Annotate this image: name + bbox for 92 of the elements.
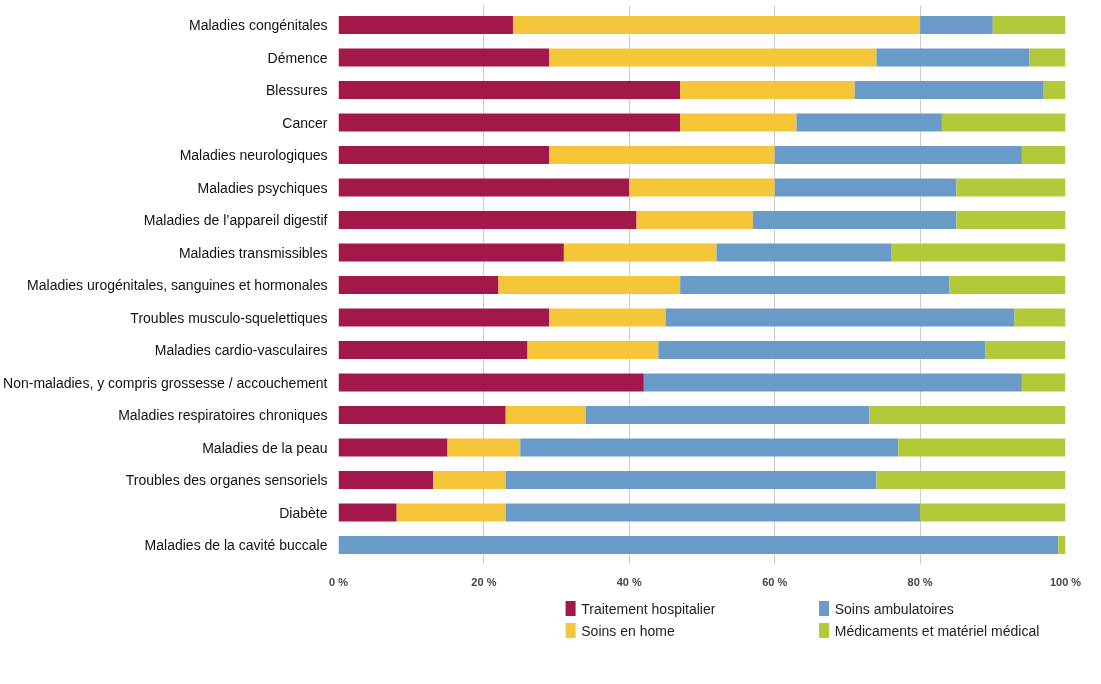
bar bbox=[563, 243, 717, 262]
legend-label: Médicaments et matériel médical bbox=[834, 622, 1040, 639]
bar bbox=[920, 503, 1066, 522]
y-tick-label: Maladies cardio-vasculaires bbox=[154, 342, 328, 358]
bar bbox=[1021, 146, 1066, 164]
bar bbox=[956, 211, 1066, 229]
bar bbox=[338, 48, 550, 67]
bar bbox=[680, 81, 855, 99]
bar bbox=[512, 16, 921, 34]
bar bbox=[680, 276, 950, 294]
y-tick-label: Maladies de l’appareil digestif bbox=[143, 212, 328, 228]
y-tick-label: Maladies psychiques bbox=[197, 179, 328, 196]
bar bbox=[774, 146, 1022, 164]
bar bbox=[338, 81, 681, 99]
bar bbox=[1058, 536, 1066, 554]
bar bbox=[338, 341, 528, 359]
bar bbox=[505, 406, 586, 424]
bar bbox=[447, 438, 521, 457]
bar bbox=[433, 471, 506, 489]
bar bbox=[549, 308, 666, 327]
bar bbox=[985, 341, 1066, 359]
bar bbox=[505, 471, 877, 489]
y-tick-label: Maladies de la peau bbox=[202, 439, 328, 456]
bar bbox=[992, 16, 1066, 34]
bar bbox=[505, 503, 921, 522]
x-tick-label: 60 % bbox=[762, 575, 788, 588]
bar bbox=[549, 146, 775, 164]
x-tick-label: 100 % bbox=[1049, 575, 1082, 588]
bar bbox=[658, 341, 986, 359]
y-tick-label: Démence bbox=[267, 49, 328, 66]
y-tick-label: Blessures bbox=[266, 82, 328, 98]
bar bbox=[869, 406, 1066, 424]
x-tick-label: 20 % bbox=[471, 575, 497, 588]
bar bbox=[338, 438, 448, 457]
bar bbox=[1014, 308, 1066, 327]
bar bbox=[338, 243, 564, 262]
bar bbox=[941, 113, 1066, 132]
bar bbox=[891, 243, 1066, 262]
bar bbox=[338, 146, 550, 164]
bar bbox=[338, 503, 397, 522]
bar bbox=[752, 211, 957, 229]
bar bbox=[338, 308, 550, 327]
bar bbox=[396, 503, 506, 522]
bar bbox=[338, 16, 513, 34]
bar bbox=[643, 373, 1022, 392]
bar bbox=[854, 81, 1044, 99]
bar bbox=[338, 113, 681, 132]
bar bbox=[549, 48, 877, 67]
x-tick-label: 40 % bbox=[616, 575, 643, 588]
bar bbox=[680, 113, 797, 132]
bar bbox=[338, 536, 1059, 554]
bar bbox=[796, 113, 942, 132]
x-tick-label: 80 % bbox=[907, 575, 933, 588]
bar bbox=[876, 48, 1030, 67]
y-tick-label: Non-maladies, y compris grossesse / accouchement bbox=[3, 374, 328, 391]
bar bbox=[585, 406, 870, 424]
y-tick-label: Maladies de la cavité buccale bbox=[144, 537, 328, 553]
bar bbox=[520, 438, 899, 457]
y-tick-label: Maladies urogénitales, sanguines et hormonales bbox=[27, 277, 328, 293]
bar bbox=[498, 276, 681, 294]
bar bbox=[629, 178, 775, 197]
bar bbox=[956, 178, 1066, 197]
bar bbox=[338, 211, 637, 229]
y-tick-label: Troubles des organes sensoriels bbox=[125, 472, 328, 488]
y-tick-label: Cancer bbox=[282, 114, 328, 131]
bar bbox=[898, 438, 1066, 457]
bar bbox=[636, 211, 753, 229]
bar bbox=[1043, 81, 1066, 99]
bar bbox=[1029, 48, 1066, 67]
legend-label: Soins ambulatoires bbox=[834, 600, 954, 617]
y-tick-label: Maladies transmissibles bbox=[178, 244, 328, 261]
bar bbox=[338, 471, 434, 489]
bar bbox=[1021, 373, 1066, 392]
bar bbox=[665, 308, 1015, 327]
bar bbox=[338, 406, 506, 424]
x-tick-label: 0 % bbox=[329, 575, 349, 588]
bar bbox=[920, 16, 993, 34]
bar bbox=[774, 178, 957, 197]
bar bbox=[338, 373, 644, 392]
legend-label: Soins en home bbox=[581, 622, 675, 639]
y-tick-label: Diabète bbox=[279, 504, 328, 521]
bar bbox=[338, 178, 630, 197]
y-tick-label: Troubles musculo-squelettiques bbox=[130, 309, 328, 326]
y-tick-label: Maladies neurologiques bbox=[179, 147, 328, 163]
bar bbox=[876, 471, 1066, 489]
y-tick-label: Maladies respiratoires chroniques bbox=[118, 407, 328, 423]
y-tick-label: Maladies congénitales bbox=[188, 17, 328, 33]
bar bbox=[949, 276, 1066, 294]
bar bbox=[716, 243, 892, 262]
bar bbox=[527, 341, 659, 359]
legend-label: Traitement hospitalier bbox=[581, 600, 716, 617]
bar bbox=[338, 276, 499, 294]
